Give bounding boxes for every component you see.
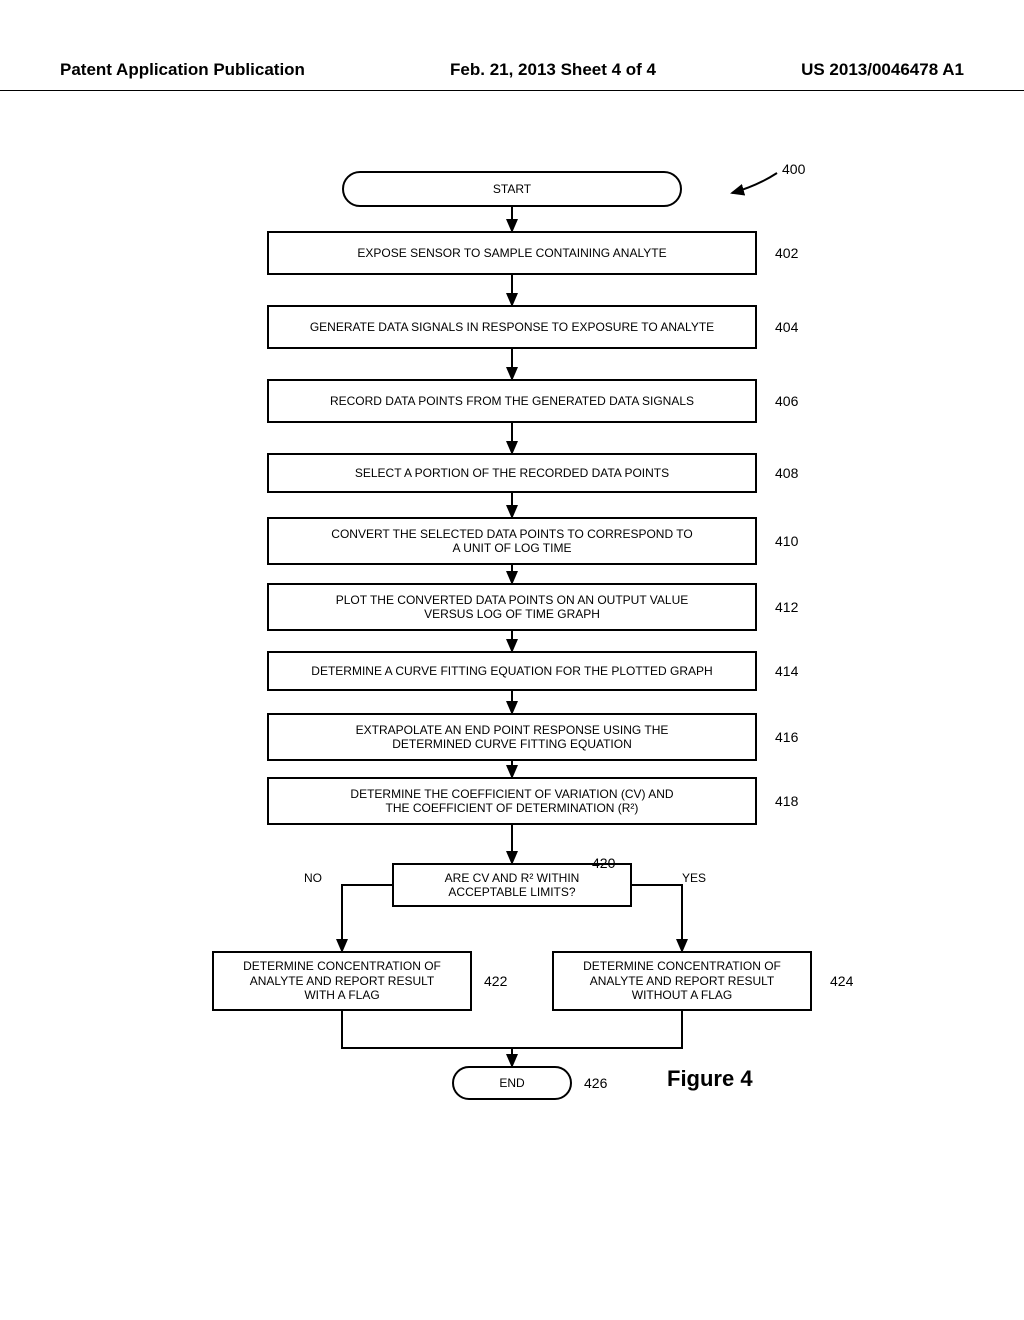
figure-label: Figure 4 xyxy=(667,1066,753,1092)
ref-404: 404 xyxy=(775,319,798,335)
ref-424: 424 xyxy=(830,973,853,989)
ref-426: 426 xyxy=(584,1075,607,1091)
ref-412: 412 xyxy=(775,599,798,615)
ref-402: 402 xyxy=(775,245,798,261)
flow-node-start: START xyxy=(342,171,682,207)
branch-yes-label: YES xyxy=(682,871,706,885)
flow-node-n414: DETERMINE A CURVE FITTING EQUATION FOR T… xyxy=(267,651,757,691)
header-right: US 2013/0046478 A1 xyxy=(801,60,964,80)
flow-node-n402: EXPOSE SENSOR TO SAMPLE CONTAINING ANALY… xyxy=(267,231,757,275)
flow-node-n408: SELECT A PORTION OF THE RECORDED DATA PO… xyxy=(267,453,757,493)
flow-node-n422: DETERMINE CONCENTRATION OFANALYTE AND RE… xyxy=(212,951,472,1011)
page-header: Patent Application Publication Feb. 21, … xyxy=(0,60,1024,91)
ref-418: 418 xyxy=(775,793,798,809)
flow-node-end: END xyxy=(452,1066,572,1100)
ref-414: 414 xyxy=(775,663,798,679)
ref-416: 416 xyxy=(775,729,798,745)
flow-node-n418: DETERMINE THE COEFFICIENT OF VARIATION (… xyxy=(267,777,757,825)
flow-node-n412: PLOT THE CONVERTED DATA POINTS ON AN OUT… xyxy=(267,583,757,631)
ref-400: 400 xyxy=(782,161,805,177)
ref-420: 420 xyxy=(592,855,615,871)
ref-422: 422 xyxy=(484,973,507,989)
ref-406: 406 xyxy=(775,393,798,409)
flow-node-n406: RECORD DATA POINTS FROM THE GENERATED DA… xyxy=(267,379,757,423)
header-left: Patent Application Publication xyxy=(60,60,305,80)
ref-410: 410 xyxy=(775,533,798,549)
header-mid: Feb. 21, 2013 Sheet 4 of 4 xyxy=(450,60,656,80)
flow-node-n416: EXTRAPOLATE AN END POINT RESPONSE USING … xyxy=(267,713,757,761)
flow-node-n404: GENERATE DATA SIGNALS IN RESPONSE TO EXP… xyxy=(267,305,757,349)
flow-node-n410: CONVERT THE SELECTED DATA POINTS TO CORR… xyxy=(267,517,757,565)
ref-408: 408 xyxy=(775,465,798,481)
flow-node-n424: DETERMINE CONCENTRATION OFANALYTE AND RE… xyxy=(552,951,812,1011)
branch-no-label: NO xyxy=(304,871,322,885)
